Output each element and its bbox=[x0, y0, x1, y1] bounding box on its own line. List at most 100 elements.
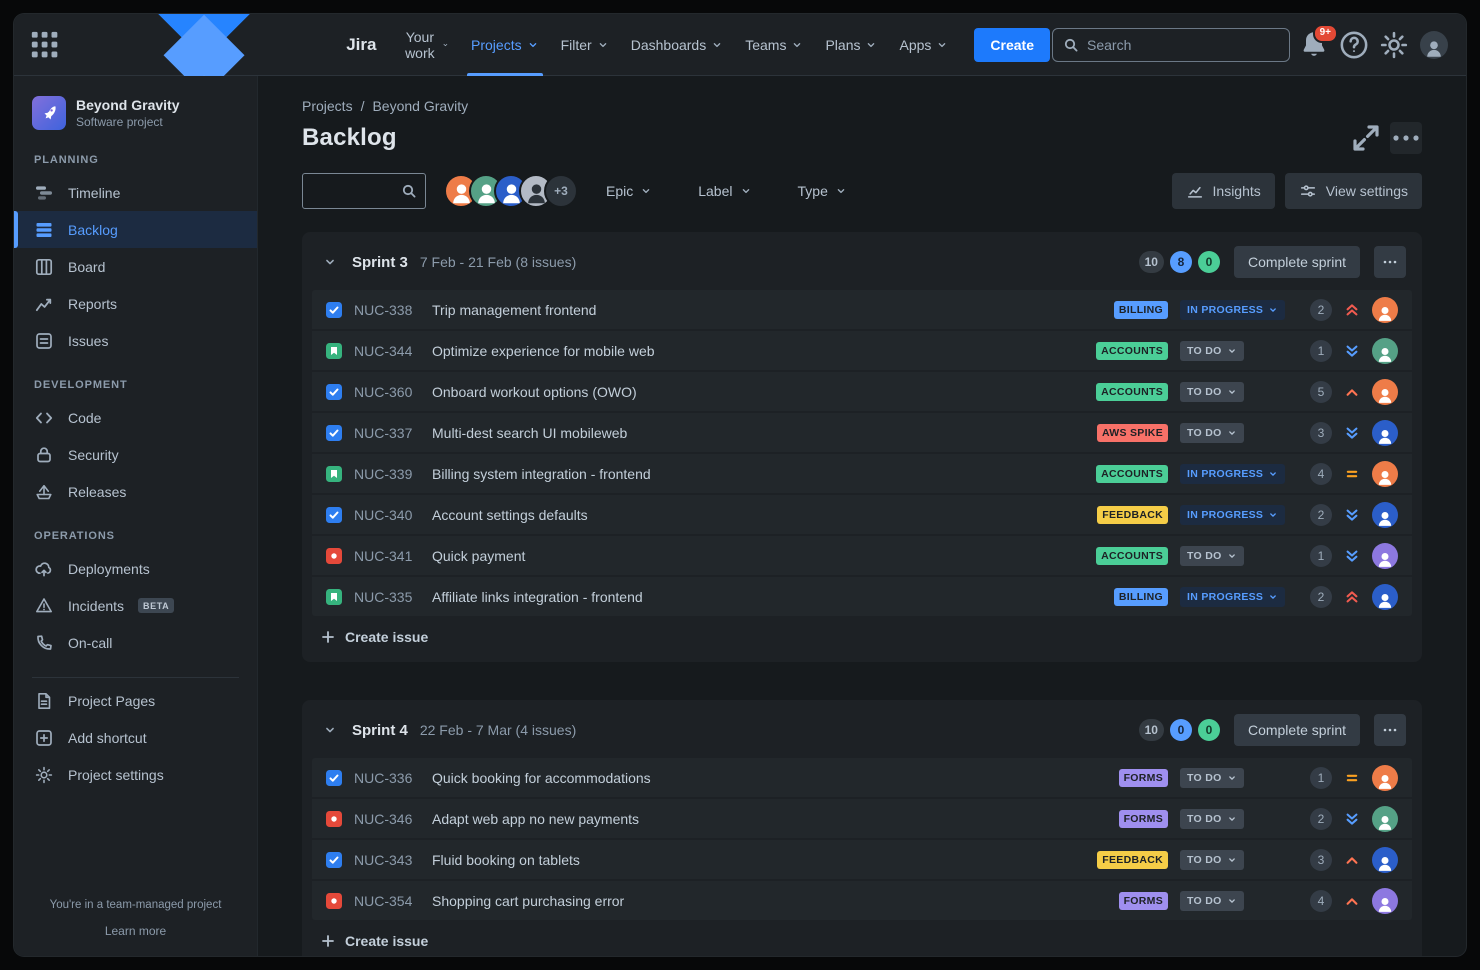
assignee-avatar[interactable] bbox=[1372, 542, 1398, 569]
breadcrumb-project-name[interactable]: Beyond Gravity bbox=[372, 98, 469, 114]
sidebar-item-incidents[interactable]: Incidents BETA bbox=[14, 587, 257, 624]
sprint-more-button[interactable] bbox=[1374, 714, 1406, 746]
nav-item-projects[interactable]: Projects bbox=[461, 28, 549, 76]
toolbar-right: Insights View settings bbox=[1171, 173, 1422, 209]
view-settings-button[interactable]: View settings bbox=[1284, 173, 1422, 209]
sprint-collapse-button[interactable] bbox=[318, 250, 342, 274]
status-dropdown[interactable]: TO DO bbox=[1180, 890, 1244, 911]
status-dropdown[interactable]: TO DO bbox=[1180, 808, 1244, 829]
sprint-card-sprint-3: Sprint 3 7 Feb - 21 Feb (8 issues) 10 8 0 Com… bbox=[302, 232, 1422, 662]
issue-row-NUC-339[interactable]: NUC-339 Billing system integration - fron… bbox=[312, 454, 1412, 493]
issue-row-NUC-344[interactable]: NUC-344 Optimize experience for mobile we… bbox=[312, 331, 1412, 370]
issue-label: ACCOUNTS bbox=[1096, 546, 1168, 565]
sidebar-item-code[interactable]: Code bbox=[14, 399, 257, 436]
status-dropdown[interactable]: IN PROGRESS bbox=[1180, 463, 1286, 484]
assignee-avatar[interactable] bbox=[1372, 419, 1398, 446]
create-issue-button[interactable]: Create issue bbox=[312, 920, 436, 956]
issue-row-NUC-354[interactable]: NUC-354 Shopping cart purchasing error FOR… bbox=[312, 881, 1412, 920]
assignee-avatar[interactable] bbox=[1372, 296, 1398, 323]
sidebar-item-issues[interactable]: Issues bbox=[14, 322, 257, 359]
nav-item-filter[interactable]: Filter bbox=[551, 28, 619, 62]
nav-item-plans[interactable]: Plans bbox=[815, 28, 887, 62]
breadcrumb-projects[interactable]: Projects bbox=[302, 98, 353, 114]
assignee-avatar[interactable] bbox=[1372, 460, 1398, 487]
nav-item-dashboards[interactable]: Dashboards bbox=[621, 28, 734, 62]
filter-epic[interactable]: Epic bbox=[596, 173, 662, 209]
assignee-filter-avatars: +3 bbox=[444, 174, 578, 208]
assignee-avatar[interactable] bbox=[1372, 337, 1398, 364]
issue-row-NUC-360[interactable]: NUC-360 Onboard workout options (OWO) ACCO… bbox=[312, 372, 1412, 411]
status-dropdown[interactable]: TO DO bbox=[1180, 381, 1244, 402]
issue-row-NUC-335[interactable]: NUC-335 Affiliate links integration - fro… bbox=[312, 577, 1412, 616]
global-search-input[interactable] bbox=[1087, 36, 1279, 53]
expand-icon bbox=[1350, 122, 1382, 154]
avatar-overflow[interactable]: +3 bbox=[544, 174, 578, 208]
sidebar-item-security[interactable]: Security bbox=[14, 436, 257, 473]
sidebar-item-releases[interactable]: Releases bbox=[14, 473, 257, 510]
page-more-button[interactable] bbox=[1390, 122, 1422, 154]
assignee-avatar[interactable] bbox=[1372, 378, 1398, 405]
backlog-search-input[interactable] bbox=[311, 183, 395, 199]
complete-sprint-button[interactable]: Complete sprint bbox=[1233, 714, 1360, 746]
sliders-icon bbox=[1299, 182, 1317, 200]
assignee-avatar[interactable] bbox=[1372, 887, 1398, 914]
issue-row-NUC-337[interactable]: NUC-337 Multi-dest search UI mobileweb AWS… bbox=[312, 413, 1412, 452]
nav-item-your-work[interactable]: Your work bbox=[392, 28, 459, 62]
global-search[interactable] bbox=[1052, 27, 1290, 62]
status-dropdown[interactable]: TO DO bbox=[1180, 422, 1244, 443]
issue-key: NUC-338 bbox=[354, 301, 413, 318]
assignee-avatar[interactable] bbox=[1372, 764, 1398, 791]
issue-row-NUC-340[interactable]: NUC-340 Account settings defaults FEEDBACK… bbox=[312, 495, 1412, 534]
sidebar-item-board[interactable]: Board bbox=[14, 248, 257, 285]
project-settings-icon bbox=[34, 765, 54, 785]
create-issue-button[interactable]: Create issue bbox=[312, 616, 436, 658]
sprint-more-button[interactable] bbox=[1374, 246, 1406, 278]
sidebar-item-reports[interactable]: Reports bbox=[14, 285, 257, 322]
status-dropdown[interactable]: TO DO bbox=[1180, 545, 1244, 566]
assignee-avatar[interactable] bbox=[1372, 583, 1398, 610]
learn-more-link[interactable]: Learn more bbox=[104, 924, 167, 938]
nav-item-apps[interactable]: Apps bbox=[889, 28, 958, 62]
issue-row-NUC-338[interactable]: NUC-338 Trip management frontend BILLING IN… bbox=[312, 290, 1412, 329]
status-dropdown[interactable]: IN PROGRESS bbox=[1180, 299, 1286, 320]
status-dropdown[interactable]: IN PROGRESS bbox=[1180, 586, 1286, 607]
issue-row-NUC-346[interactable]: NUC-346 Adapt web app no new payments FORM… bbox=[312, 799, 1412, 838]
status-dropdown[interactable]: TO DO bbox=[1180, 340, 1244, 361]
nav-item-teams[interactable]: Teams bbox=[735, 28, 813, 62]
backlog-search[interactable] bbox=[302, 173, 426, 209]
fullscreen-button[interactable] bbox=[1350, 122, 1382, 154]
help-button[interactable] bbox=[1338, 29, 1370, 61]
notifications-button[interactable]: 9+ bbox=[1298, 23, 1338, 61]
sidebar-item-backlog[interactable]: Backlog bbox=[14, 211, 257, 248]
complete-sprint-button[interactable]: Complete sprint bbox=[1233, 246, 1360, 278]
create-button[interactable]: Create bbox=[974, 27, 1050, 62]
sidebar-item-on-call[interactable]: On-call bbox=[14, 624, 257, 661]
profile-avatar[interactable] bbox=[1418, 29, 1450, 61]
sidebar-item-add-shortcut[interactable]: Add shortcut bbox=[14, 719, 257, 756]
sidebar-item-project-pages[interactable]: Project Pages bbox=[14, 682, 257, 719]
issue-row-NUC-336[interactable]: NUC-336 Quick booking for accommodations F… bbox=[312, 758, 1412, 797]
status-dropdown[interactable]: TO DO bbox=[1180, 767, 1244, 788]
issue-row-NUC-343[interactable]: NUC-343 Fluid booking on tablets FEEDBACK T… bbox=[312, 840, 1412, 879]
issue-key: NUC-335 bbox=[354, 588, 413, 605]
assignee-avatar[interactable] bbox=[1372, 805, 1398, 832]
sprint-header: Sprint 4 22 Feb - 7 Mar (4 issues) 10 0 0 Com… bbox=[312, 708, 1412, 758]
assignee-avatar[interactable] bbox=[1372, 501, 1398, 528]
filter-type[interactable]: Type bbox=[788, 173, 857, 209]
sprint-collapse-button[interactable] bbox=[318, 718, 342, 742]
insights-button[interactable]: Insights bbox=[1171, 173, 1275, 209]
issue-summary: Billing system integration - frontend bbox=[432, 465, 651, 482]
sidebar-item-deployments[interactable]: Deployments bbox=[14, 550, 257, 587]
sidebar-item-timeline[interactable]: Timeline bbox=[14, 174, 257, 211]
more-icon bbox=[1382, 722, 1398, 738]
settings-button[interactable] bbox=[1378, 29, 1410, 61]
filter-label[interactable]: Label bbox=[688, 173, 761, 209]
sidebar-item-project-settings[interactable]: Project settings bbox=[14, 756, 257, 793]
status-dropdown[interactable]: TO DO bbox=[1180, 849, 1244, 870]
assignee-avatar[interactable] bbox=[1372, 846, 1398, 873]
issue-row-NUC-341[interactable]: NUC-341 Quick payment ACCOUNTS TO DO 1 bbox=[312, 536, 1412, 575]
app-switcher-button[interactable] bbox=[30, 29, 59, 61]
sidebar-section-planning: PLANNING Timeline Backlog Board Reports Issue… bbox=[14, 134, 257, 359]
issue-key: NUC-360 bbox=[354, 383, 413, 400]
status-dropdown[interactable]: IN PROGRESS bbox=[1180, 504, 1286, 525]
